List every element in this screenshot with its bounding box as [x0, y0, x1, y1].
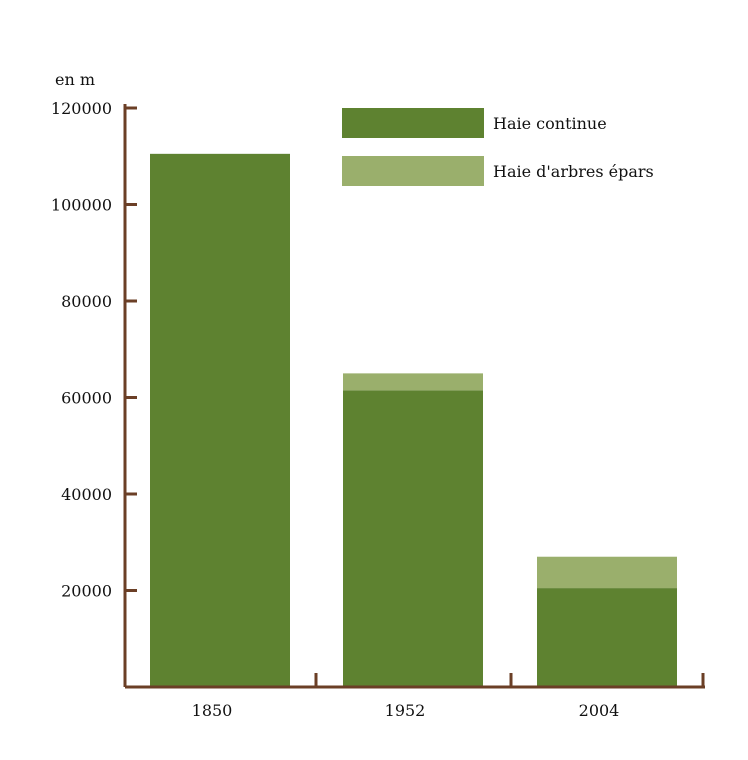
y-tick-label: 40000 — [61, 485, 112, 504]
legend-swatch — [342, 156, 484, 186]
bar-2004-haie-arbres-epars — [537, 556, 677, 589]
legend: Haie continue Haie d'arbres épars — [342, 108, 654, 186]
x-tick-label: 2004 — [579, 701, 620, 720]
y-axis-unit-label: en m — [55, 70, 95, 89]
y-tick-label: 20000 — [61, 582, 112, 601]
bar-1850-haie-continue — [150, 153, 290, 687]
y-tick-label: 120000 — [51, 99, 112, 118]
y-tick-label: 100000 — [51, 196, 112, 215]
y-ticks-group: 20000 40000 60000 80000 100000 120000 — [51, 99, 137, 601]
bar-1952-haie-continue — [343, 390, 483, 687]
y-tick-label: 60000 — [61, 389, 112, 408]
legend-label: Haie continue — [493, 114, 607, 133]
y-tick-label: 80000 — [61, 292, 112, 311]
bar-1952-haie-arbres-epars — [343, 373, 483, 391]
legend-swatch — [342, 108, 484, 138]
bar-2004-haie-continue — [537, 588, 677, 687]
x-tick-label: 1952 — [385, 701, 426, 720]
x-tick-label: 1850 — [192, 701, 233, 720]
bars-group — [150, 153, 677, 687]
x-tick-labels-group: 1850 1952 2004 — [192, 701, 620, 720]
legend-label: Haie d'arbres épars — [493, 162, 654, 181]
